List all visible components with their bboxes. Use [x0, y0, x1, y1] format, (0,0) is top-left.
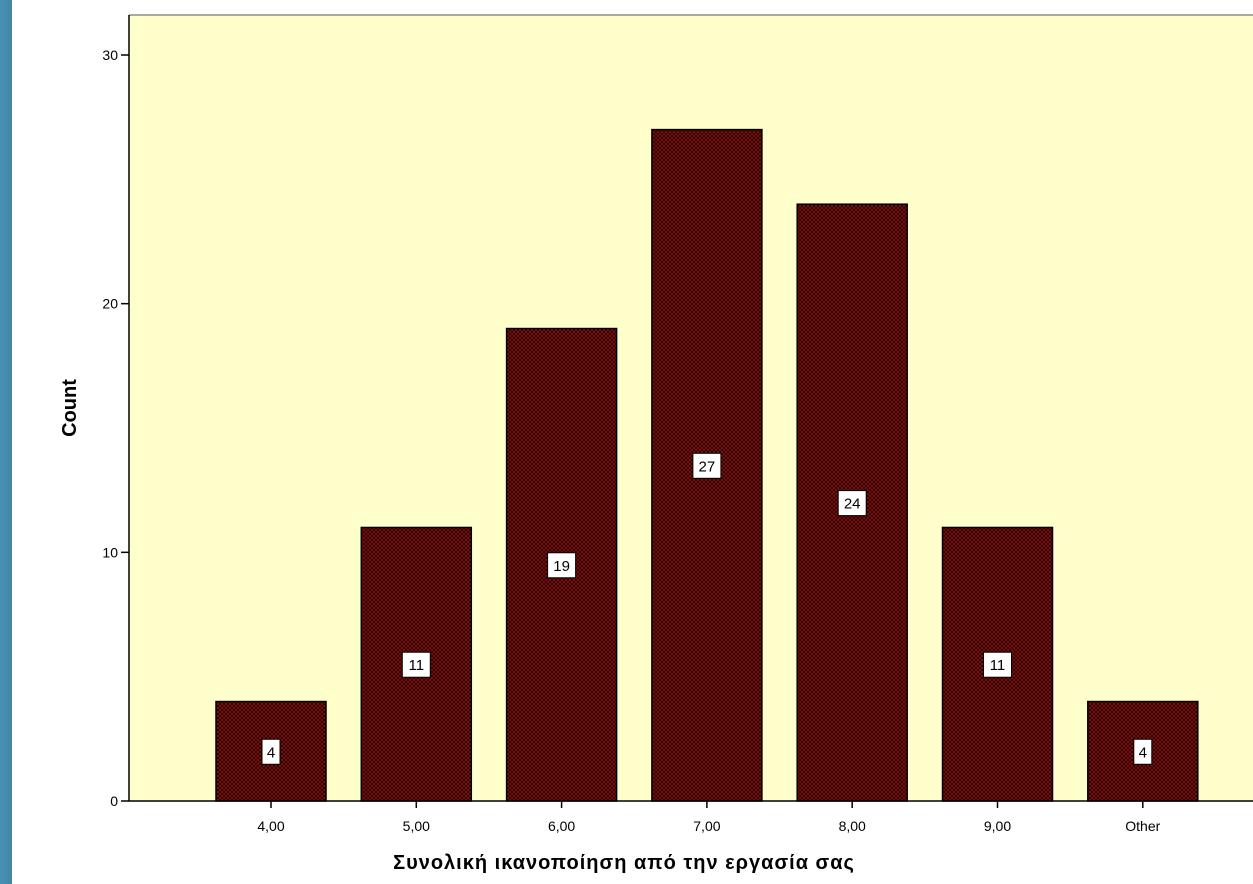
y-tick-label: 20 [102, 296, 118, 312]
data-label-box [837, 490, 867, 517]
x-tick-label: 7,00 [693, 818, 720, 834]
data-label: 24 [844, 496, 861, 513]
x-tick-label: 6,00 [548, 818, 575, 834]
chart-frame: 0 10 20 30 4 11 19 27 24 11 4 4,00 5,00 6,00 7,00 8,0… [12, 0, 1253, 884]
data-label: 4 [267, 744, 275, 761]
x-axis-title: Συνολική ικανοποίηση από την εργασία σας [393, 852, 855, 874]
data-label-box [692, 452, 722, 479]
y-axis-ticks: 0 10 20 30 [102, 47, 129, 809]
y-tick-label: 30 [102, 47, 118, 63]
data-label-box [983, 651, 1012, 678]
x-tick-label: 4,00 [257, 818, 284, 834]
data-label-box [401, 651, 431, 678]
y-tick-label: 0 [110, 793, 118, 809]
data-label: 27 [699, 458, 716, 475]
bars-group: 4 11 19 27 24 11 4 [215, 128, 1199, 802]
bar-chart: 0 10 20 30 4 11 19 27 24 11 4 4,00 5,00 6,00 7,00 8,0… [59, 14, 1253, 874]
x-axis-ticks: 4,00 5,00 6,00 7,00 8,00 9,00 Other [257, 801, 1161, 834]
x-tick-label: Other [1125, 818, 1160, 834]
data-label-box [547, 552, 577, 579]
x-tick-label: 9,00 [984, 818, 1011, 834]
data-label: 4 [1139, 744, 1147, 761]
data-label-box [261, 738, 281, 765]
x-tick-label: 8,00 [839, 818, 866, 834]
y-tick-label: 10 [102, 544, 118, 560]
data-label-box [1133, 738, 1153, 765]
y-axis-title: Count [59, 379, 81, 437]
data-label: 11 [409, 657, 425, 674]
data-label: 19 [553, 558, 570, 575]
x-tick-label: 5,00 [403, 818, 430, 834]
data-label: 11 [990, 657, 1006, 674]
